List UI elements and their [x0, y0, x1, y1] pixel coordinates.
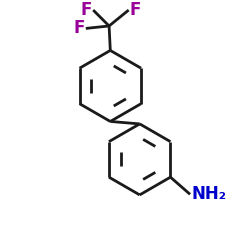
Text: F: F: [80, 1, 92, 19]
Text: NH₂: NH₂: [191, 185, 226, 203]
Text: F: F: [130, 1, 141, 19]
Text: F: F: [73, 20, 85, 38]
